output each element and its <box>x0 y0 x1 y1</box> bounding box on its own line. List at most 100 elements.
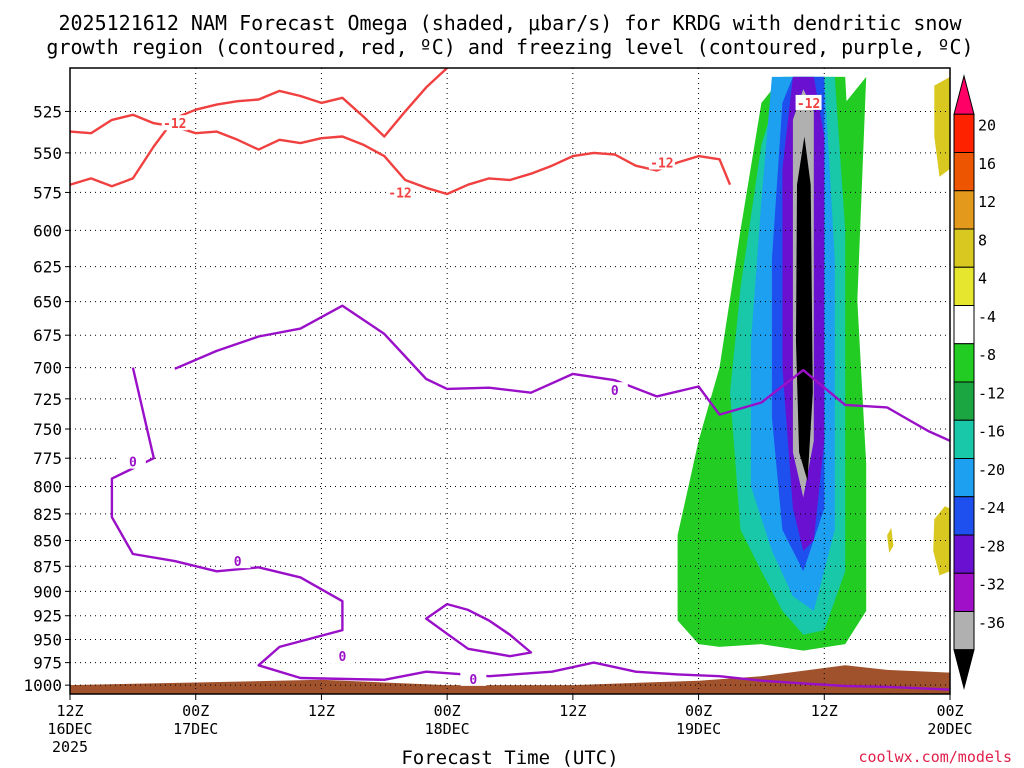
y-tick-label-675: 675 <box>33 326 62 345</box>
colorbar-label--36: -36 <box>978 614 1005 632</box>
colorbar-cell-11 <box>953 496 975 536</box>
colorbar-cell-2 <box>953 152 975 192</box>
colorbar-cell-4 <box>953 228 975 268</box>
contour-label-4: -12 <box>797 97 820 112</box>
contour-dgz_bottom <box>70 68 448 188</box>
y-tick-label-725: 725 <box>33 390 62 409</box>
chart-title-line1: 2025121612 NAM Forecast Omega (shaded, μ… <box>58 11 962 35</box>
y-tick-label-800: 800 <box>33 477 62 496</box>
colorbar-label--32: -32 <box>978 576 1005 594</box>
colorbar-cell-15 <box>953 649 975 690</box>
colorbar-cell-10 <box>953 458 975 498</box>
colorbar-cell-7 <box>953 343 975 383</box>
y-tick-label-875: 875 <box>33 557 62 576</box>
plot-frame <box>69 67 951 695</box>
omega-shading-layer <box>677 76 950 651</box>
y-tick-label-950: 950 <box>33 630 62 649</box>
x-tick-label-0-l3: 2025 <box>52 738 88 756</box>
x-tick-label-0-l2: 16DEC <box>47 720 92 738</box>
colorbar-label--24: -24 <box>978 499 1005 517</box>
y-tick-label-925: 925 <box>33 607 62 626</box>
colorbar-cell-12 <box>953 534 975 574</box>
colorbar-cell-5 <box>953 266 975 306</box>
x-tick-label-7-l1: 00Z <box>936 702 963 720</box>
colorbar-label-12: 12 <box>978 193 996 211</box>
contour-label-bg-1 <box>161 115 188 131</box>
x-axis-label: Forecast Time (UTC) <box>401 747 618 768</box>
contour-label-bg-5 <box>119 453 146 469</box>
y-tick-label-900: 900 <box>33 582 62 601</box>
contour-label-bg-3 <box>648 154 675 170</box>
x-tick-label-1-l1: 00Z <box>182 702 209 720</box>
x-tick-label-0-l1: 12Z <box>56 702 83 720</box>
contour-label-bg-7 <box>329 648 356 664</box>
x-tick-label-4-l1: 12Z <box>559 702 586 720</box>
contour-label-bg-9 <box>601 382 628 398</box>
chart-title-line2: growth region (contoured, red, ºC) and f… <box>46 35 973 59</box>
y-tick-label-525: 525 <box>33 102 62 121</box>
colorbar-label-16: 16 <box>978 155 996 173</box>
colorbar-label-20: 20 <box>978 117 996 135</box>
colorbar-cell-13 <box>953 572 975 612</box>
colorbar-cell-1 <box>953 113 975 153</box>
colorbar-label--4: -4 <box>978 308 996 326</box>
y-tick-label-975: 975 <box>33 654 62 673</box>
y-tick-label-575: 575 <box>33 183 62 202</box>
omega-region-8 <box>934 76 950 177</box>
y-tick-label-850: 850 <box>33 531 62 550</box>
colorbar-cell-9 <box>953 419 975 459</box>
x-tick-label-6-l1: 12Z <box>811 702 838 720</box>
colorbar-label-8: 8 <box>978 231 987 249</box>
colorbar-cell-6 <box>953 305 975 345</box>
x-tick-label-1-l2: 17DEC <box>173 720 218 738</box>
contour-freezing_level_upper <box>174 304 950 442</box>
y-tick-label-700: 700 <box>33 359 62 378</box>
gridlines <box>70 68 950 694</box>
terrain-fill <box>70 665 950 694</box>
y-tick-label-825: 825 <box>33 505 62 524</box>
colorbar-label--8: -8 <box>978 346 996 364</box>
x-tick-label-5-l2: 19DEC <box>676 720 721 738</box>
x-tick-label-3-l2: 18DEC <box>425 720 470 738</box>
y-tick-label-1000: 1000 <box>23 676 62 695</box>
omega-region-9 <box>933 506 950 576</box>
contour-label-9: 0 <box>611 384 619 399</box>
y-tick-label-775: 775 <box>33 449 62 468</box>
terrain-layer <box>70 665 950 694</box>
contour-label-bg-2 <box>387 184 413 200</box>
contour-label-1: -12 <box>163 117 186 132</box>
contour-label-2: -12 <box>388 186 411 201</box>
contour-label-8: 0 <box>469 673 477 688</box>
colorbar-cell-8 <box>953 381 975 421</box>
colorbar-label--20: -20 <box>978 461 1005 479</box>
credit-text: coolwx.com/models <box>858 748 1012 766</box>
colorbar-cell-3 <box>953 190 975 230</box>
y-tick-label-550: 550 <box>33 144 62 163</box>
contour-label-bg-8 <box>460 670 487 686</box>
colorbar-cell-14 <box>953 611 975 651</box>
contour-label-bg-6 <box>224 553 251 569</box>
omega-region-7 <box>796 136 813 481</box>
contour-freezing_level_loop <box>425 602 533 658</box>
contour-label-3: -12 <box>650 157 673 172</box>
colorbar-label--12: -12 <box>978 384 1005 402</box>
x-tick-label-3-l1: 00Z <box>434 702 461 720</box>
x-tick-label-5-l1: 00Z <box>685 702 712 720</box>
contour-label-6: 0 <box>234 555 242 570</box>
contour-label-layer: -12 -12 -12 -12 0 0 0 0 0 <box>119 94 822 688</box>
colorbar-label--28: -28 <box>978 537 1005 555</box>
y-axis-pressure-levels: 525 550 575 600 625 650 675 700 725 750 775 800 825 8… <box>23 102 70 695</box>
y-tick-label-625: 625 <box>33 258 62 277</box>
y-tick-label-750: 750 <box>33 420 62 439</box>
contour-label-7: 0 <box>338 650 346 665</box>
y-tick-label-650: 650 <box>33 293 62 312</box>
contour-freezing_level <box>110 367 950 691</box>
x-tick-label-7-l2: 20DEC <box>927 720 972 738</box>
omega-colorbar: 20 16 12 8 4 -4 -8 -12 -16 -20 -24 -28 -32 -36 <box>953 74 1005 690</box>
contour-label-5: 0 <box>129 456 137 471</box>
omega-region-1 <box>845 76 867 342</box>
contour-label-bg-4 <box>795 94 822 110</box>
colorbar-label-4: 4 <box>978 270 987 288</box>
colorbar-label--16: -16 <box>978 423 1005 441</box>
